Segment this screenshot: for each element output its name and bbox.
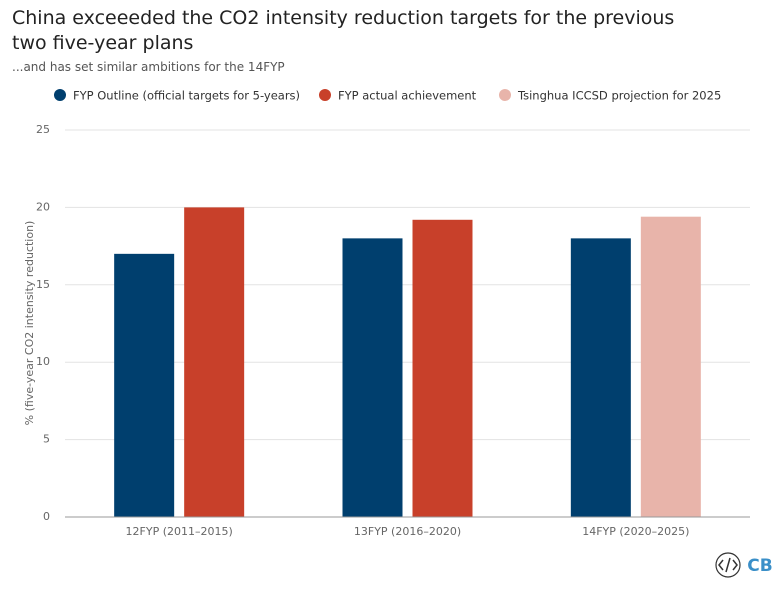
y-tick-label: 10 bbox=[36, 355, 50, 368]
bar bbox=[184, 207, 245, 517]
legend-swatch bbox=[54, 89, 66, 101]
y-tick-label: 15 bbox=[36, 278, 50, 291]
y-axis-label: % (five-year CO2 intensity reduction) bbox=[23, 221, 36, 426]
y-tick-label: 20 bbox=[36, 200, 50, 213]
x-tick-label: 14FYP (2020–2025) bbox=[582, 525, 689, 538]
x-tick-label: 12FYP (2011–2015) bbox=[126, 525, 233, 538]
y-tick-label: 25 bbox=[36, 123, 50, 136]
legend-swatch bbox=[319, 89, 331, 101]
chart-title: China exceeeded the CO2 intensity reduct… bbox=[12, 7, 675, 54]
y-tick-label: 0 bbox=[43, 510, 50, 523]
legend-swatch bbox=[499, 89, 511, 101]
bar bbox=[570, 238, 631, 518]
x-tick-label: 13FYP (2016–2020) bbox=[354, 525, 461, 538]
embed-icon bbox=[715, 552, 741, 578]
chart-subtitle: ...and has set similar ambitions for the… bbox=[12, 60, 285, 74]
legend-label: FYP Outline (official targets for 5-year… bbox=[73, 89, 300, 103]
bar bbox=[342, 238, 403, 518]
legend-label: Tsinghua ICCSD projection for 2025 bbox=[517, 89, 721, 103]
legend-label: FYP actual achievement bbox=[338, 89, 477, 103]
logo: CB bbox=[747, 556, 772, 576]
bar bbox=[114, 253, 175, 517]
bar bbox=[412, 219, 473, 517]
y-tick-label: 5 bbox=[43, 433, 50, 446]
bar bbox=[640, 216, 701, 518]
